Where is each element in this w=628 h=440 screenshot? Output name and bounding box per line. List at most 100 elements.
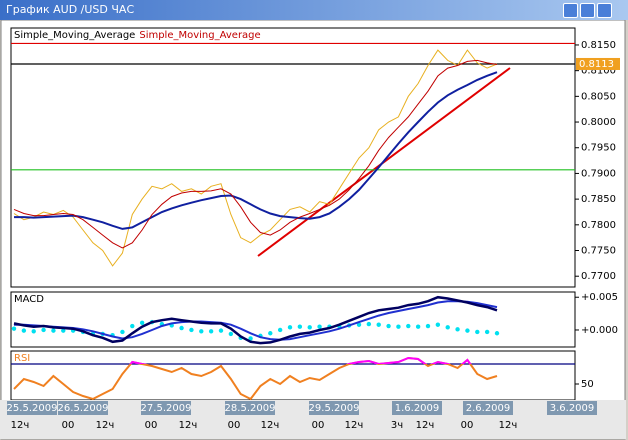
hour-label: 12ч [179,420,198,431]
histogram-dot [307,325,312,330]
y-tick-label: 0.7800 [581,220,616,231]
histogram-dot [494,331,500,336]
histogram-dot [11,326,17,331]
tile-button[interactable] [563,3,578,18]
panel-title: RSI [14,353,30,364]
hour-label: 00 [145,420,158,431]
y-tick-label: 0.7950 [581,143,616,154]
overbought-line [129,356,472,364]
hour-label: 12ч [96,420,115,431]
histogram-dot [287,325,293,330]
chart-area: 0.8150 0.8100 0.8050 0.8000 0.7950 0.7900 0.78… [0,20,626,440]
histogram-dot [435,322,441,327]
histogram-dot [415,324,421,329]
y-tick-label: 0.7700 [581,271,616,282]
histogram-dot [484,329,490,335]
series-line [13,49,498,267]
histogram-dot [120,329,125,335]
histogram-dot [31,329,36,334]
date-box [392,401,442,415]
y-tick-label: 0.7750 [581,246,616,257]
legend-entry: Simple_Moving_Average [139,30,260,41]
y-tick-label: +0.005 [581,292,618,303]
histogram-dot [277,327,283,333]
histogram-dot [406,323,411,329]
histogram-dot [41,327,46,333]
date-box [225,401,275,415]
histogram-dot [425,323,431,329]
histogram-dot [208,329,214,334]
hour-label: 12ч [499,420,518,431]
price-panel [10,27,576,288]
histogram-dot [218,328,224,333]
y-tick-label: 50 [581,379,594,390]
chart-background [0,20,626,440]
series-line [14,71,498,230]
date-label: 28.5.2009 [225,403,276,414]
date-box [309,401,359,415]
histogram-dot [248,336,253,341]
series-line [14,300,498,341]
y-tick-label: 0.8050 [581,91,616,102]
date-label: 2.6.2009 [466,403,511,414]
title-bar: График AUD /USD ЧАС [0,0,628,20]
histogram-dot [228,331,234,337]
hour-label: 00 [461,420,474,431]
date-box [7,401,57,415]
hour-label: 12ч [416,420,435,431]
histogram-dot [130,323,135,329]
histogram-dot [139,320,145,325]
legend-entry: Simple_Moving_Average [14,30,135,41]
y-tick-label: 0.8150 [581,40,616,51]
date-box [141,401,191,415]
histogram-dot [356,322,362,327]
histogram-dot [376,322,381,327]
window-title: График AUD /USD ЧАС [6,3,135,16]
hour-label: 00 [312,420,325,431]
y-tick-label: 0.8100 [581,66,616,77]
hour-label: 12ч [261,420,280,431]
date-label: 25.5.2009 [7,403,58,414]
date-label: 26.5.2009 [58,403,109,414]
hour-label: 00 [228,420,241,431]
hour-label: 12ч [11,420,30,431]
hour-label: 12ч [345,420,364,431]
histogram-dot [179,325,184,331]
histogram-dot [61,328,66,333]
histogram-dot [189,327,194,333]
histogram-dot [445,325,450,330]
macd-panel [10,291,576,348]
hour-label: 3ч [391,420,403,431]
date-label: 1.6.2009 [395,403,440,414]
date-box [58,401,108,415]
price-label: 0.8113 [579,59,614,70]
series-line [13,59,498,249]
histogram-dot [455,327,460,332]
histogram-dot [297,324,303,329]
date-label: 27.5.2009 [141,403,192,414]
date-box [547,401,597,415]
close-button[interactable] [597,3,612,18]
histogram-dot [199,329,204,334]
histogram-dot [475,329,480,335]
date-box [463,401,513,415]
y-tick-label: 0.7850 [581,194,616,205]
y-tick-label: 0.7900 [581,168,616,179]
panel-title: MACD [14,294,44,305]
histogram-dot [396,324,401,329]
histogram-dot [268,331,273,336]
histogram-dot [465,328,470,333]
date-label: 29.5.2009 [309,403,360,414]
y-tick-label: 0.8000 [581,117,616,128]
histogram-dot [21,328,27,333]
minimize-button[interactable] [580,3,595,18]
histogram-dot [366,321,372,327]
date-label: 3.6.2009 [550,403,595,414]
price-label-box [576,57,620,70]
histogram-dot [317,324,322,329]
series-line [13,295,498,345]
histogram-dot [386,323,391,329]
y-tick-label: +0.000 [581,325,618,336]
histogram-dot [51,328,56,333]
